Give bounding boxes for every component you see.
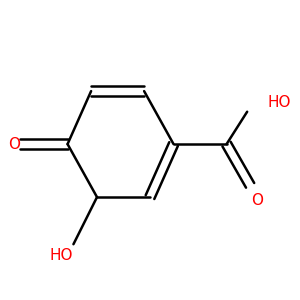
Text: HO: HO	[50, 248, 74, 263]
Text: O: O	[251, 193, 263, 208]
Text: O: O	[9, 136, 21, 152]
Text: HO: HO	[268, 95, 291, 110]
